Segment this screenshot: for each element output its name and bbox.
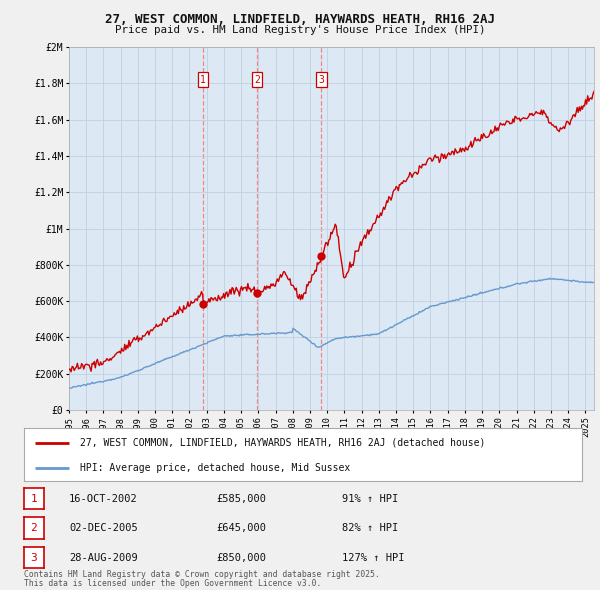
- Text: 91% ↑ HPI: 91% ↑ HPI: [342, 494, 398, 503]
- Text: 2: 2: [254, 75, 260, 85]
- Text: 82% ↑ HPI: 82% ↑ HPI: [342, 523, 398, 533]
- Text: £850,000: £850,000: [216, 553, 266, 562]
- Text: 2: 2: [31, 523, 37, 533]
- Text: 127% ↑ HPI: 127% ↑ HPI: [342, 553, 404, 562]
- Text: Price paid vs. HM Land Registry's House Price Index (HPI): Price paid vs. HM Land Registry's House …: [115, 25, 485, 35]
- Text: 27, WEST COMMON, LINDFIELD, HAYWARDS HEATH, RH16 2AJ (detached house): 27, WEST COMMON, LINDFIELD, HAYWARDS HEA…: [80, 438, 485, 448]
- Text: 28-AUG-2009: 28-AUG-2009: [69, 553, 138, 562]
- Text: £645,000: £645,000: [216, 523, 266, 533]
- Text: £585,000: £585,000: [216, 494, 266, 503]
- Text: 02-DEC-2005: 02-DEC-2005: [69, 523, 138, 533]
- Text: 3: 3: [318, 75, 324, 85]
- Text: This data is licensed under the Open Government Licence v3.0.: This data is licensed under the Open Gov…: [24, 579, 322, 588]
- Text: HPI: Average price, detached house, Mid Sussex: HPI: Average price, detached house, Mid …: [80, 463, 350, 473]
- Text: 3: 3: [31, 553, 37, 562]
- Text: 1: 1: [200, 75, 206, 85]
- Text: Contains HM Land Registry data © Crown copyright and database right 2025.: Contains HM Land Registry data © Crown c…: [24, 571, 380, 579]
- Text: 1: 1: [31, 494, 37, 503]
- Text: 27, WEST COMMON, LINDFIELD, HAYWARDS HEATH, RH16 2AJ: 27, WEST COMMON, LINDFIELD, HAYWARDS HEA…: [105, 13, 495, 26]
- Text: 16-OCT-2002: 16-OCT-2002: [69, 494, 138, 503]
